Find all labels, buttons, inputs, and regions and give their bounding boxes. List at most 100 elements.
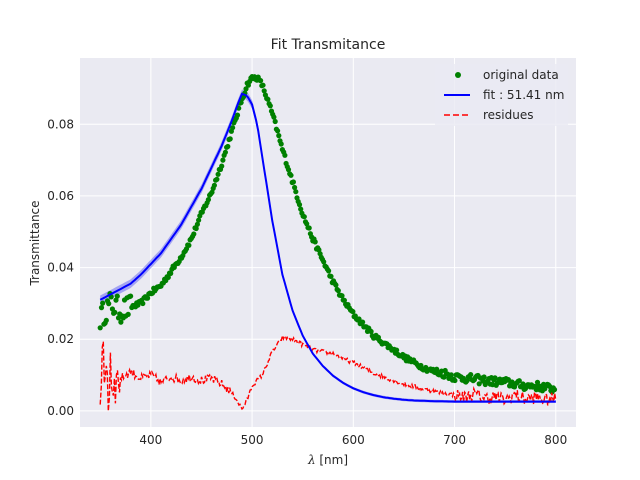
data-point bbox=[209, 189, 215, 195]
data-point bbox=[113, 297, 119, 303]
data-point bbox=[328, 273, 334, 279]
data-point bbox=[219, 163, 225, 169]
data-point bbox=[205, 197, 211, 203]
data-point bbox=[114, 293, 120, 299]
data-point bbox=[186, 242, 192, 248]
data-point bbox=[275, 128, 281, 134]
data-point bbox=[341, 297, 347, 303]
data-point bbox=[368, 328, 374, 335]
data-point bbox=[98, 305, 105, 311]
data-point bbox=[168, 270, 174, 276]
legend-label-residues: residues bbox=[483, 108, 534, 122]
y-tick-label: 0.08 bbox=[47, 117, 74, 131]
data-point bbox=[326, 268, 332, 274]
data-point bbox=[211, 182, 217, 188]
x-tick-label: 400 bbox=[139, 433, 162, 447]
data-point bbox=[128, 293, 134, 299]
data-point bbox=[106, 301, 112, 307]
data-point bbox=[230, 125, 236, 131]
data-point bbox=[448, 372, 454, 378]
legend: original data fit : 51.41 nm residues bbox=[435, 64, 568, 126]
data-point bbox=[140, 300, 146, 307]
data-point bbox=[290, 179, 296, 185]
x-axis-unit: [nm] bbox=[319, 453, 348, 467]
residues-group bbox=[99, 332, 557, 412]
data-point bbox=[321, 259, 327, 265]
data-point bbox=[278, 141, 284, 147]
data-point bbox=[225, 143, 231, 150]
data-point bbox=[103, 317, 109, 323]
legend-label-fit: fit : 51.41 nm bbox=[483, 88, 564, 102]
x-tick-label: 500 bbox=[241, 433, 264, 447]
original-data-group bbox=[97, 74, 558, 395]
data-point bbox=[234, 112, 241, 118]
residues-line bbox=[99, 332, 557, 412]
data-point bbox=[339, 293, 345, 299]
data-point bbox=[191, 231, 197, 237]
data-point bbox=[452, 377, 458, 384]
legend-marker-original bbox=[455, 72, 461, 78]
data-point bbox=[335, 288, 341, 294]
data-point bbox=[276, 133, 282, 139]
data-point bbox=[476, 381, 482, 387]
x-tick-label: 800 bbox=[544, 433, 567, 447]
data-point bbox=[533, 387, 539, 393]
data-point bbox=[258, 78, 264, 84]
data-point bbox=[125, 311, 131, 317]
x-tick-label: 600 bbox=[342, 433, 365, 447]
data-point bbox=[220, 157, 226, 163]
data-point bbox=[481, 374, 487, 380]
data-point bbox=[97, 325, 103, 331]
y-tick-label: 0.00 bbox=[47, 404, 74, 418]
data-point bbox=[333, 282, 339, 288]
data-point bbox=[285, 167, 292, 173]
data-point bbox=[350, 309, 356, 315]
data-point bbox=[196, 217, 202, 223]
data-point bbox=[288, 172, 294, 178]
data-point bbox=[112, 309, 118, 315]
data-point bbox=[227, 136, 233, 142]
data-point bbox=[260, 82, 266, 88]
x-tick-label: 700 bbox=[443, 433, 466, 447]
tick-labels: 400 500 600 700 800 0.00 0.02 0.04 0.06 0.08 bbox=[47, 117, 567, 447]
data-point bbox=[243, 86, 249, 92]
fit-line bbox=[99, 92, 556, 403]
data-point bbox=[165, 274, 171, 280]
data-point bbox=[360, 319, 366, 325]
data-point bbox=[282, 152, 288, 158]
data-point bbox=[271, 114, 277, 120]
data-point bbox=[468, 372, 474, 378]
data-point bbox=[306, 225, 312, 231]
y-tick-label: 0.06 bbox=[47, 189, 74, 203]
data-point bbox=[551, 387, 558, 393]
y-axis-label: Transmittance bbox=[28, 200, 42, 286]
data-point bbox=[214, 176, 220, 182]
data-point bbox=[265, 96, 271, 102]
fit-group bbox=[99, 92, 556, 403]
chart-title: Fit Transmitance bbox=[271, 37, 386, 53]
data-point bbox=[301, 214, 307, 220]
legend-label-original: original data bbox=[483, 68, 559, 82]
data-point bbox=[296, 202, 303, 208]
data-point bbox=[293, 189, 299, 195]
data-point bbox=[267, 103, 273, 109]
data-point bbox=[215, 171, 221, 177]
data-point bbox=[298, 206, 304, 212]
data-point bbox=[304, 221, 310, 227]
data-point bbox=[516, 378, 522, 384]
x-axis-label: λ [nm] bbox=[307, 453, 348, 467]
data-point bbox=[272, 118, 278, 125]
data-point bbox=[193, 225, 199, 232]
data-point bbox=[145, 295, 151, 301]
data-point bbox=[222, 149, 228, 155]
data-point bbox=[312, 239, 318, 245]
data-point bbox=[261, 88, 267, 94]
data-point bbox=[292, 184, 298, 191]
y-tick-label: 0.02 bbox=[47, 332, 74, 346]
data-point bbox=[194, 221, 200, 227]
x-axis-symbol: λ bbox=[307, 453, 316, 467]
data-point bbox=[100, 300, 106, 306]
data-point bbox=[394, 347, 400, 353]
